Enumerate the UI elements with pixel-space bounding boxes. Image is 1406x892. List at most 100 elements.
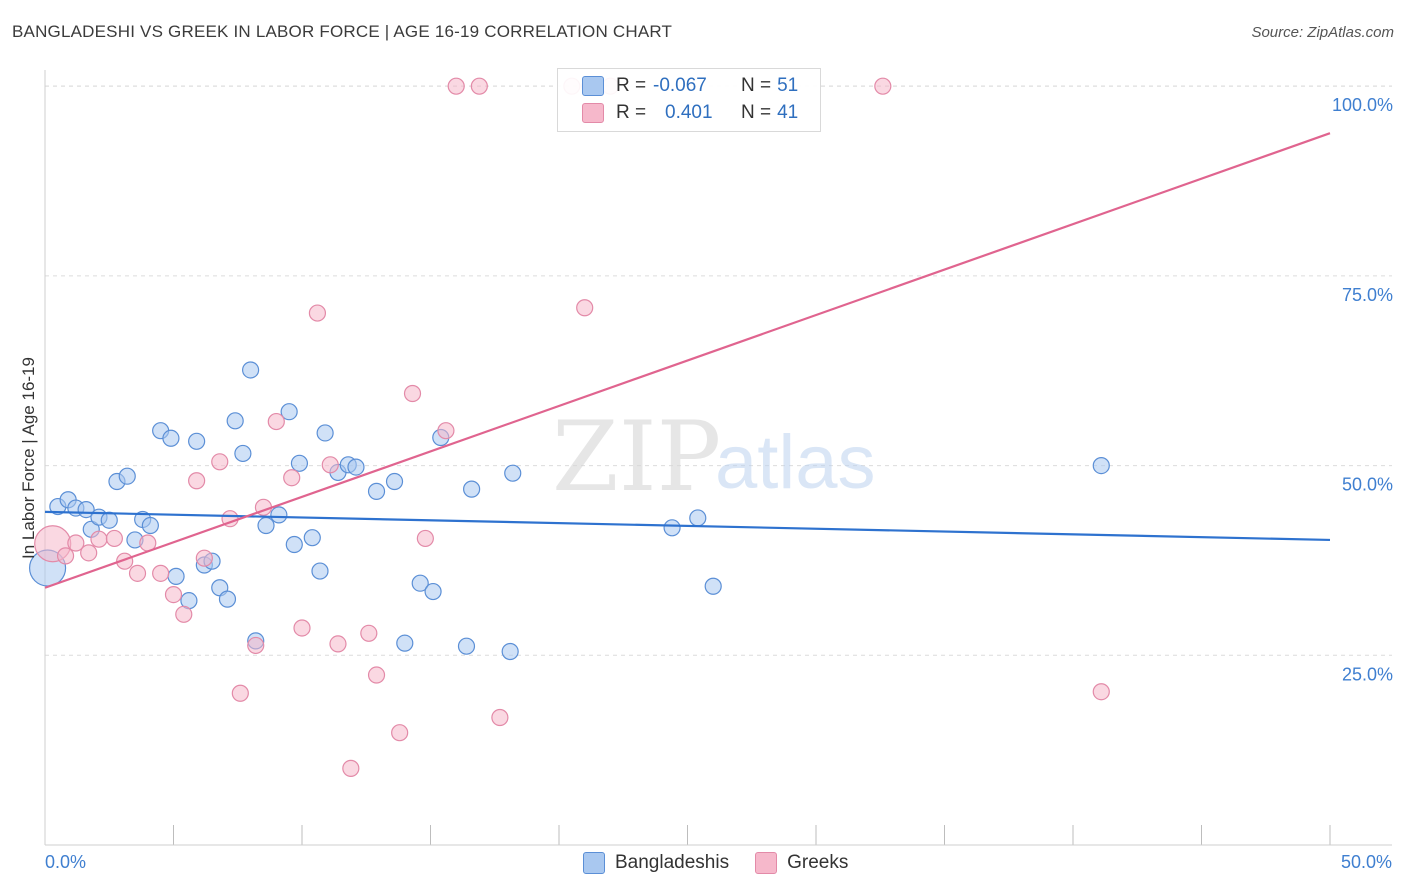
greek-point [152,564,170,582]
bangladeshi-point [303,529,321,547]
greek-point [56,547,75,565]
bangladeshi-point [689,509,707,527]
greek-point [293,619,311,637]
greek-point [360,624,378,642]
pink-swatch [582,103,604,123]
greek-point [416,529,434,548]
bangladeshi-point [501,642,519,661]
greek-trend-line [44,132,1331,589]
bangladeshi-point [316,424,334,442]
greek-point [874,77,892,95]
bangladeshi-point [188,432,206,450]
y-tick-label: 25.0% [1342,664,1393,684]
bangladeshi-point [367,482,386,500]
bangladeshi-point [424,582,442,601]
greek-point [195,549,213,567]
greek-point [491,708,509,727]
bangladeshi-point [504,464,522,482]
greek-point [188,472,206,490]
greek-point [321,456,339,474]
bangladeshi-point [218,590,237,608]
y-tick-label: 100.0% [1332,95,1393,115]
bangladeshi-point [411,574,429,592]
bangladeshi-point [226,412,244,430]
greek-point [175,605,193,623]
greek-point [267,412,285,431]
bangladeshi-point [457,637,476,655]
y-axis-label: In Labor Force | Age 16-19 [19,357,38,559]
blue-swatch [582,76,604,96]
y-tick-label: 75.0% [1342,285,1393,305]
greek-point [329,635,347,653]
pink-swatch [755,852,778,874]
legend-row-greeks: R = 0.401 N = 41 [582,100,798,126]
bangladeshi-point [663,519,681,537]
watermark-atlas: atlas [715,420,876,505]
legend-r-label: R = [616,75,647,96]
axes [44,70,1392,846]
bangladeshi-point [290,454,309,472]
greek-point [211,453,229,471]
bangladeshi-point [347,458,365,476]
bangladeshi-point [311,562,329,580]
legend-r-value: 0.401 [665,102,713,123]
greek-point [80,544,98,562]
greek-point [164,585,183,604]
tick-labels: 0.0% 50.0% 25.0% 50.0% 75.0% 100.0% [45,95,1393,872]
bangladeshi-point [385,472,404,491]
greek-point [342,759,360,777]
greek-point [105,529,123,548]
chart-title: BANGLADESHI VS GREEK IN LABOR FORCE | AG… [12,22,673,41]
greek-point [128,564,147,582]
legend-item-bangladeshis: Bangladeshis [583,852,729,874]
correlation-legend: R = -0.067 N = 51 R = 0.401 N = 41 [557,68,821,132]
y-tick-label: 50.0% [1342,475,1393,495]
blue-swatch [583,852,605,874]
legend-row-bangladeshis: R = -0.067 N = 51 [582,73,798,99]
bangladeshi-point [463,480,481,498]
bangladeshi-point [280,403,298,421]
greek-point [391,724,409,742]
legend-n-label: N = [741,102,772,123]
bangladeshi-point [118,467,136,485]
legend-r-label: R = [616,102,647,123]
bangladeshi-point [270,506,288,524]
greek-point [470,77,488,95]
greek-point [403,384,422,403]
greek-point [308,304,327,322]
greek-point [447,77,465,95]
bangladeshi-point [285,535,303,554]
greek-point [247,636,265,655]
bangladeshi-point [100,511,118,529]
legend-label-greeks: Greeks [787,852,849,873]
greek-point [283,469,301,487]
legend-item-greeks: Greeks [755,852,848,874]
greek-point [367,666,386,684]
bangladeshi-point [141,516,159,535]
legend-n-label: N = [741,75,772,96]
legend-r-value: -0.067 [653,75,707,96]
bangladeshi-point [704,577,722,595]
greek-point [67,534,85,552]
watermark-zip: ZIP [552,401,721,513]
greek-point [231,684,249,702]
x-tick-label-min: 0.0% [45,852,86,872]
bangladeshi-point [242,361,260,379]
greek-point [90,530,108,548]
greek-point [437,422,455,440]
bangladeshi-point [257,516,275,535]
trend-lines [44,132,1331,589]
x-tick-label-max: 50.0% [1341,852,1392,872]
bangladeshi-point [234,444,252,463]
legend-n-value: 41 [777,102,799,123]
source-label: Source: ZipAtlas.com [1251,24,1394,41]
bangladeshi-point [1092,456,1110,475]
legend-label-bangladeshis: Bangladeshis [615,852,730,873]
series-legend: Bangladeshis Greeks [583,852,874,874]
legend-n-value: 51 [777,75,799,96]
bangladeshi-point [396,634,414,652]
watermark: ZIP atlas [552,401,876,513]
greek-point [1092,683,1110,701]
bangladeshi-point [167,567,185,585]
